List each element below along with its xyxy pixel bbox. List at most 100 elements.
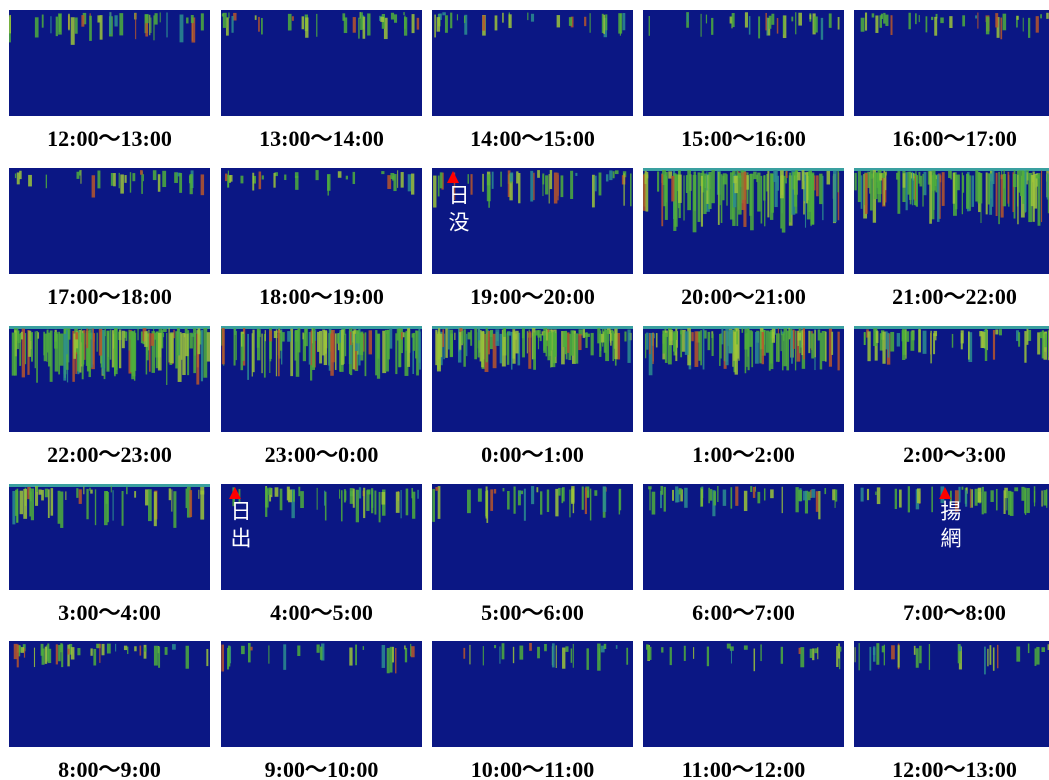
echo-texture [376,333,381,379]
echo-texture [732,329,734,367]
echo-texture [231,15,234,33]
echo-texture [277,329,280,377]
echo-texture [110,486,112,493]
echo-texture [540,491,543,515]
echo-texture [439,172,443,189]
event-marker [229,487,241,499]
echo-texture [351,333,353,342]
echo-texture [186,17,189,24]
echo-texture [362,646,365,650]
echo-texture [615,645,618,649]
echo-texture [984,328,988,361]
echo-texture [612,171,615,179]
echo-texture [798,647,801,654]
echo-texture [660,490,663,509]
echo-texture [551,643,555,668]
echo-texture [360,12,363,30]
echo-texture [1003,490,1006,514]
echo-texture [643,174,646,211]
echo-texture [760,175,763,224]
echo-texture [295,330,300,377]
echo-texture [359,332,364,356]
echo-texture [160,330,164,349]
time-label: 2:00～3:00 [903,442,1006,467]
echo-texture [467,332,471,340]
echo-texture [470,174,473,195]
echo-texture [130,330,134,373]
echo-texture [171,489,173,512]
echo-texture [1033,174,1038,209]
echo-texture [189,332,193,349]
echo-texture [16,330,20,350]
time-label: 14:00～15:00 [470,126,595,151]
time-label: 13:00～14:00 [259,126,384,151]
echogram-image [9,641,210,747]
echo-texture [242,333,245,361]
echo-texture [185,488,188,509]
echo-texture [533,332,537,370]
echo-texture [1046,12,1049,19]
echo-texture [41,648,45,665]
echo-texture [407,174,411,192]
echo-texture [931,16,934,21]
echo-texture [796,330,801,362]
echo-texture [981,331,986,349]
echo-texture [43,333,48,362]
echo-texture [922,173,924,207]
echo-texture [723,330,727,369]
echo-texture [533,172,535,201]
echo-texture [765,12,767,31]
echo-texture [821,331,826,362]
echo-texture [437,175,440,197]
echo-texture [591,174,595,208]
echo-texture [685,175,688,193]
time-label: 18:00～19:00 [259,284,384,309]
echo-texture [995,13,999,28]
echo-texture [159,12,161,23]
echo-texture [197,328,201,355]
echo-texture [467,489,471,514]
echo-texture [412,491,416,519]
echo-texture [998,171,1000,225]
echo-texture [570,16,574,28]
echo-texture [1002,173,1007,207]
echo-texture [517,332,521,366]
time-label: 21:00～22:00 [892,284,1017,309]
echo-texture [288,489,292,503]
echo-texture [813,175,816,191]
echo-texture [673,332,677,352]
echo-texture [227,174,230,188]
echo-texture [736,331,738,345]
echo-texture [745,175,749,190]
echo-texture [395,491,400,513]
echo-texture [386,647,390,674]
echo-texture [1024,170,1027,212]
echo-texture [221,13,225,17]
echo-texture [958,645,962,652]
echo-texture [646,332,649,350]
echo-texture [134,646,137,652]
echo-texture [206,332,210,362]
echo-texture [227,645,231,667]
echo-texture [200,486,205,495]
echo-texture [508,14,512,29]
echo-texture [871,13,875,18]
echo-texture [168,328,170,363]
echo-texture [858,643,860,671]
echo-texture [199,331,203,345]
echo-texture [127,646,129,655]
echo-texture [317,331,320,352]
echo-texture [664,171,668,220]
echo-texture [137,328,139,341]
echo-texture [891,645,895,660]
echo-texture [643,641,844,747]
echo-texture [143,647,147,652]
echo-texture [828,328,833,367]
echo-texture [529,643,532,651]
echo-texture [449,329,453,358]
echo-texture [837,331,840,371]
echo-texture [173,329,175,339]
echo-texture [949,490,952,505]
echo-texture [818,491,821,520]
echo-texture [44,646,48,664]
